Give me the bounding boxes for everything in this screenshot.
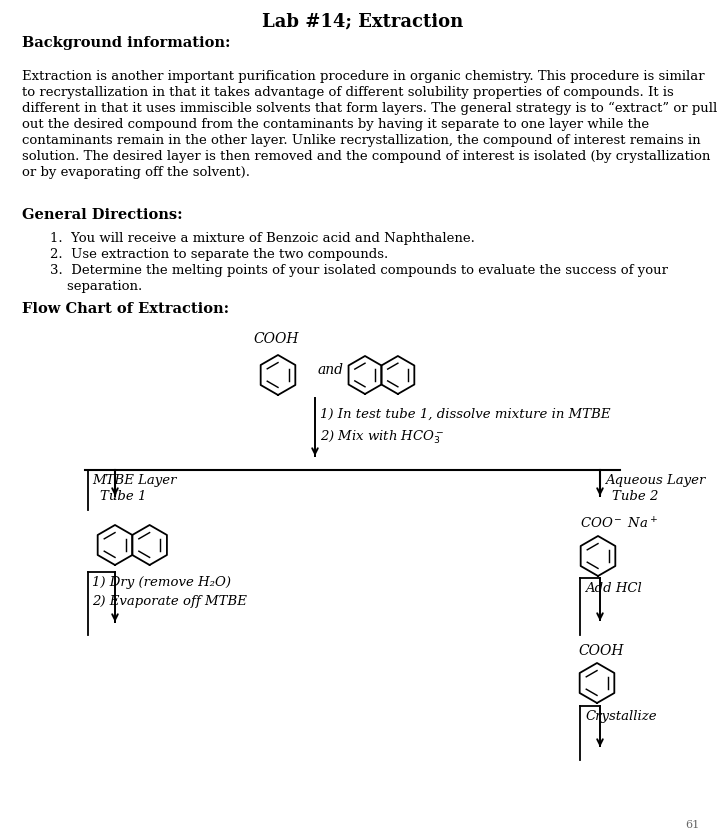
Text: Background information:: Background information:	[22, 36, 230, 50]
Text: COOH: COOH	[578, 644, 624, 658]
Text: 1) In test tube 1, dissolve mixture in MTBE: 1) In test tube 1, dissolve mixture in M…	[320, 408, 611, 421]
Text: COOH: COOH	[253, 332, 298, 346]
Text: and: and	[318, 363, 344, 377]
Text: or by evaporating off the solvent).: or by evaporating off the solvent).	[22, 166, 250, 179]
Text: 61: 61	[686, 820, 700, 830]
Text: 3.  Determine the melting points of your isolated compounds to evaluate the succ: 3. Determine the melting points of your …	[50, 264, 668, 277]
Text: Crystallize: Crystallize	[585, 710, 656, 723]
Text: separation.: separation.	[50, 280, 142, 293]
Text: contaminants remain in the other layer. Unlike recrystallization, the compound o: contaminants remain in the other layer. …	[22, 134, 701, 147]
Text: 2.  Use extraction to separate the two compounds.: 2. Use extraction to separate the two co…	[50, 248, 388, 261]
Text: Add HCl: Add HCl	[585, 582, 642, 595]
Text: Tube 2: Tube 2	[612, 490, 658, 503]
Text: COO$^-$ Na$^+$: COO$^-$ Na$^+$	[580, 516, 658, 532]
Text: Flow Chart of Extraction:: Flow Chart of Extraction:	[22, 302, 229, 316]
Text: Tube 1: Tube 1	[100, 490, 147, 503]
Text: Lab #14; Extraction: Lab #14; Extraction	[262, 12, 464, 30]
Text: different in that it uses immiscible solvents that form layers. The general stra: different in that it uses immiscible sol…	[22, 102, 717, 115]
Text: 1.  You will receive a mixture of Benzoic acid and Naphthalene.: 1. You will receive a mixture of Benzoic…	[50, 232, 475, 245]
Text: Extraction is another important purification procedure in organic chemistry. Thi: Extraction is another important purifica…	[22, 70, 705, 83]
Text: 1) Dry (remove H₂O): 1) Dry (remove H₂O)	[92, 576, 231, 589]
Text: to recrystallization in that it takes advantage of different solubility properti: to recrystallization in that it takes ad…	[22, 86, 674, 99]
Text: 2) Mix with HCO$_3^-$: 2) Mix with HCO$_3^-$	[320, 428, 444, 445]
Text: solution. The desired layer is then removed and the compound of interest is isol: solution. The desired layer is then remo…	[22, 150, 710, 163]
Text: out the desired compound from the contaminants by having it separate to one laye: out the desired compound from the contam…	[22, 118, 649, 131]
Text: 2) Evaporate off MTBE: 2) Evaporate off MTBE	[92, 595, 247, 608]
Text: MTBE Layer: MTBE Layer	[92, 474, 176, 487]
Text: Aqueous Layer: Aqueous Layer	[605, 474, 706, 487]
Text: General Directions:: General Directions:	[22, 208, 183, 222]
